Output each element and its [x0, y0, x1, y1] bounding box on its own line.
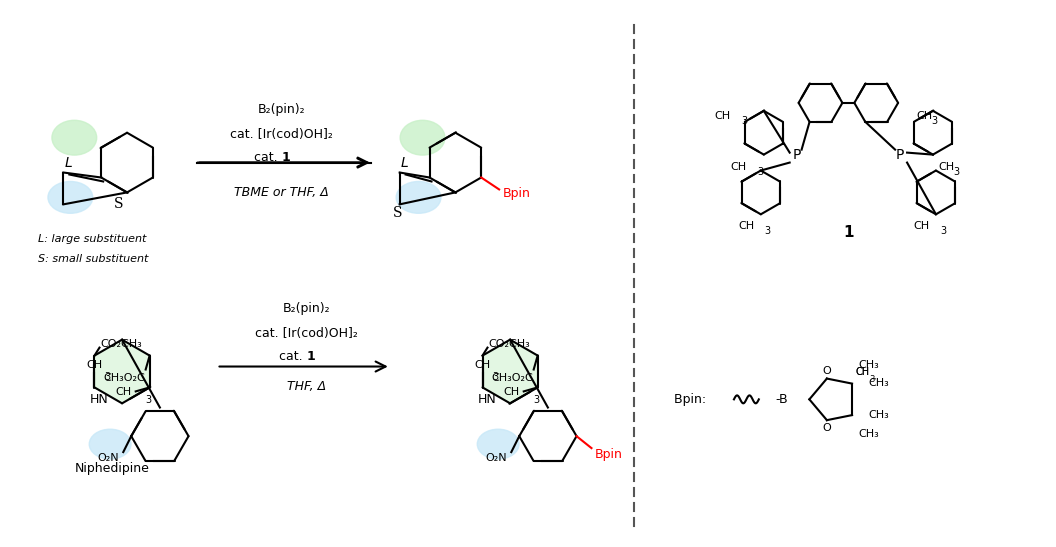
Text: 3: 3 [765, 226, 771, 236]
Text: 3: 3 [940, 226, 946, 236]
Text: CH: CH [855, 366, 869, 377]
Text: 3: 3 [931, 116, 937, 126]
Polygon shape [483, 340, 538, 403]
Text: CH: CH [731, 161, 747, 172]
Ellipse shape [90, 429, 131, 459]
Text: CH₃: CH₃ [859, 359, 879, 370]
Text: -B: -B [776, 393, 789, 406]
Text: B₂(pin)₂: B₂(pin)₂ [282, 302, 329, 315]
Text: CH: CH [715, 111, 731, 121]
Text: L: large substituent: L: large substituent [38, 234, 146, 244]
Text: CH₃: CH₃ [859, 429, 879, 439]
Text: CH: CH [504, 387, 520, 397]
Text: cat.: cat. [279, 350, 306, 363]
Text: CH₃O₂C: CH₃O₂C [102, 374, 145, 383]
Text: cat. [Ir(cod)OH]₂: cat. [Ir(cod)OH]₂ [254, 327, 358, 340]
Text: CH: CH [916, 111, 932, 121]
Text: L: L [401, 155, 409, 170]
Text: P: P [792, 148, 800, 161]
Text: L: L [64, 155, 72, 170]
Text: 1: 1 [843, 225, 853, 240]
Text: O: O [823, 423, 831, 433]
Ellipse shape [477, 429, 520, 459]
Ellipse shape [48, 182, 93, 213]
Text: S: S [393, 206, 402, 220]
Ellipse shape [400, 120, 445, 155]
Text: O₂N: O₂N [97, 453, 119, 463]
Ellipse shape [52, 120, 97, 155]
Text: HN: HN [477, 393, 496, 406]
Text: O₂N: O₂N [486, 453, 507, 463]
Text: CH₃: CH₃ [868, 379, 889, 388]
Text: CO₂CH₃: CO₂CH₃ [100, 339, 143, 348]
Text: B₂(pin)₂: B₂(pin)₂ [258, 103, 305, 117]
Text: Bpin: Bpin [595, 447, 622, 461]
Text: cat. [Ir(cod)OH]₂: cat. [Ir(cod)OH]₂ [230, 128, 333, 141]
Text: 1: 1 [281, 151, 290, 164]
Text: CH: CH [855, 366, 869, 377]
Text: S: S [114, 197, 124, 211]
Text: Niphedipine: Niphedipine [75, 462, 150, 474]
Text: CH₃: CH₃ [868, 410, 889, 420]
Text: CH: CH [474, 359, 491, 370]
Text: 3: 3 [953, 166, 959, 177]
Ellipse shape [396, 182, 441, 213]
Text: CH: CH [913, 221, 930, 231]
Text: 1: 1 [306, 350, 315, 363]
Text: CH: CH [115, 387, 132, 397]
Text: CO₂CH₃: CO₂CH₃ [489, 339, 530, 348]
Text: THF, Δ: THF, Δ [286, 380, 325, 393]
Text: HN: HN [90, 393, 108, 406]
Text: 3: 3 [146, 395, 152, 405]
Polygon shape [94, 340, 150, 403]
Text: TBME or THF, Δ: TBME or THF, Δ [233, 186, 328, 199]
Text: 3: 3 [741, 116, 747, 126]
Text: CH: CH [739, 221, 755, 231]
Text: 3: 3 [869, 375, 874, 383]
Text: cat.: cat. [253, 151, 281, 164]
Text: 3: 3 [492, 373, 498, 382]
Text: 3: 3 [105, 373, 111, 382]
Text: S: small substituent: S: small substituent [38, 254, 148, 264]
Text: CH: CH [938, 161, 954, 172]
Text: 3: 3 [533, 395, 540, 405]
Text: CH₃O₂C: CH₃O₂C [491, 374, 532, 383]
Text: O: O [823, 365, 831, 376]
Text: 3: 3 [757, 166, 762, 177]
Text: Bpin:: Bpin: [674, 393, 714, 406]
Text: CH: CH [87, 359, 102, 370]
Text: Bpin: Bpin [503, 187, 531, 200]
Text: P: P [895, 148, 904, 161]
